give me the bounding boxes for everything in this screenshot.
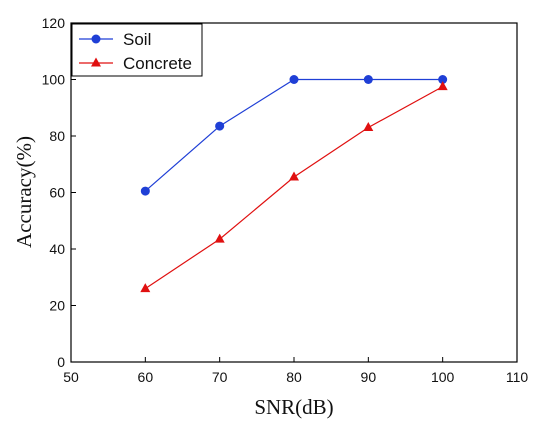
y-tick-label: 40 [49, 241, 65, 257]
soil-data-point [363, 75, 373, 84]
soil-data-point [215, 121, 225, 131]
y-tick-label: 20 [49, 298, 65, 314]
x-tick-label: 110 [506, 369, 529, 385]
soil-data-point [140, 186, 150, 196]
soil-data-point [289, 75, 299, 84]
y-tick-label: 80 [49, 128, 65, 144]
x-tick-label: 50 [63, 369, 79, 385]
x-tick-label: 70 [212, 369, 228, 385]
legend-concrete-label: Concrete [123, 54, 192, 73]
y-tick-label: 100 [42, 72, 66, 88]
concrete-series-line [144, 86, 443, 290]
series-layer [140, 75, 448, 293]
x-axis-ticks: 50 60 70 80 90 100 110 [63, 357, 528, 385]
x-tick-label: 90 [361, 369, 377, 385]
x-tick-label: 80 [286, 369, 302, 385]
y-axis-title: Accuracy(%) [12, 136, 36, 248]
x-axis-title: SNR(dB) [254, 395, 333, 419]
legend-soil-marker [91, 34, 101, 44]
legend-box [71, 23, 203, 77]
concrete-data-point [437, 81, 448, 91]
y-tick-label: 0 [57, 354, 65, 370]
soil-data-point [438, 75, 448, 84]
y-tick-label: 60 [49, 185, 65, 201]
concrete-data-point [363, 122, 374, 131]
y-tick-label: 120 [42, 15, 66, 31]
x-tick-label: 60 [138, 369, 154, 385]
x-tick-label: 100 [431, 369, 455, 385]
concrete-data-point [289, 171, 299, 181]
legend-concrete-marker [91, 57, 101, 67]
concrete-data-point [140, 283, 151, 293]
concrete-data-point [214, 233, 225, 243]
legend-soil-label: Soil [123, 30, 151, 49]
y-axis-ticks: 0 20 40 60 80 100 120 [42, 15, 76, 370]
legend: Soil Concrete [71, 23, 203, 77]
